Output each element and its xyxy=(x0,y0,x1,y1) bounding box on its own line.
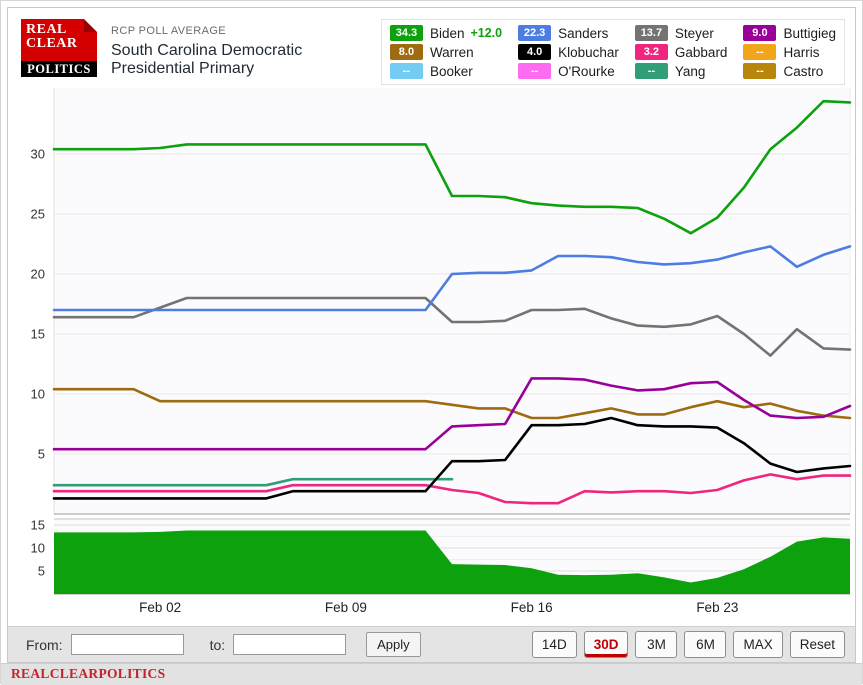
legend-chip-buttigieg: 9.0 xyxy=(743,25,777,41)
to-label: to: xyxy=(209,636,226,653)
logo-fold-corner-icon xyxy=(84,19,97,32)
legend-label-sanders: Sanders xyxy=(558,25,609,41)
logo-text-clear: CLEAR xyxy=(26,36,78,51)
range-buttons: 14D 30D 3M 6M MAX Reset xyxy=(531,631,845,658)
legend-label-castro: Castro xyxy=(783,63,824,79)
legend-item-warren[interactable]: 8.0 Warren xyxy=(389,44,502,60)
range-button-30d[interactable]: 30D xyxy=(583,631,629,658)
legend-chip-sanders: 22.3 xyxy=(518,25,552,41)
main-y-tick-label: 15 xyxy=(31,327,45,342)
spread-area-biden xyxy=(54,530,850,594)
legend-item-biden[interactable]: 34.3 Biden +12.0 xyxy=(389,25,503,41)
legend-item-booker[interactable]: -- Booker xyxy=(389,63,502,79)
x-tick-label: Feb 02 xyxy=(139,600,181,615)
legend-item-sanders[interactable]: 22.3 Sanders xyxy=(518,25,619,41)
legend-chip-castro: -- xyxy=(743,63,777,79)
legend-chip-klobuchar: 4.0 xyxy=(518,44,552,60)
legend-chip-steyer: 13.7 xyxy=(634,25,668,41)
page-title: South Carolina Democratic Presidential P… xyxy=(111,42,303,77)
x-tick-label: Feb 16 xyxy=(511,600,553,615)
header: REAL CLEAR POLITICS RCP POLL AVERAGE Sou… xyxy=(8,8,855,88)
legend-spread-value: +12.0 xyxy=(470,26,503,40)
legend-label-gabbard: Gabbard xyxy=(674,44,728,60)
legend-chip-harris: -- xyxy=(743,44,777,60)
series-line-warren xyxy=(52,387,852,420)
legend-chip-biden: 34.3 xyxy=(389,25,423,41)
series-line-biden xyxy=(52,99,852,235)
kicker: RCP POLL AVERAGE xyxy=(111,25,227,37)
main-y-tick-label: 25 xyxy=(31,207,45,222)
legend-label-steyer: Steyer xyxy=(674,25,714,41)
legend-label-klobuchar: Klobuchar xyxy=(558,44,619,60)
legend-label-orourke: O'Rourke xyxy=(558,63,615,79)
legend-item-orourke[interactable]: -- O'Rourke xyxy=(518,63,619,79)
series-line-steyer xyxy=(52,296,852,357)
legend-item-steyer[interactable]: 13.7 Steyer xyxy=(634,25,728,41)
footer-brand: REALCLEARPOLITICS xyxy=(1,663,862,685)
chart-canvas: 5 10 15 20 25 30 5 10 15 Feb 02 Feb 09 Feb 16 Feb 23 xyxy=(31,88,852,615)
legend-chip-yang: -- xyxy=(634,63,668,79)
legend-chip-booker: -- xyxy=(389,63,423,79)
series-line-sanders xyxy=(52,245,852,312)
spread-y-tick-label: 5 xyxy=(38,564,45,579)
spread-y-tick-label: 10 xyxy=(31,541,45,556)
from-label: From: xyxy=(26,636,63,653)
legend-chip-warren: 8.0 xyxy=(389,44,423,60)
legend-item-castro[interactable]: -- Castro xyxy=(743,63,836,79)
title-block: RCP POLL AVERAGE South Carolina Democrat… xyxy=(111,19,381,78)
rcp-logo: REAL CLEAR POLITICS xyxy=(21,19,97,77)
series-line-buttigieg xyxy=(52,377,852,451)
legend-item-harris[interactable]: -- Harris xyxy=(743,44,836,60)
legend: 34.3 Biden +12.0 22.3 Sanders 13.7 Steyer 9.0 Bu… xyxy=(380,19,845,85)
main-pane-bg xyxy=(54,88,850,514)
legend-chip-gabbard: 3.2 xyxy=(634,44,668,60)
range-button-14d[interactable]: 14D xyxy=(531,631,577,658)
main-y-tick-label: 30 xyxy=(31,147,45,162)
legend-chip-orourke: -- xyxy=(518,63,552,79)
legend-label-warren: Warren xyxy=(429,44,474,60)
poll-trend-chart[interactable]: 5 10 15 20 25 30 5 10 15 Feb 02 Feb 09 Feb 16 Feb 23 xyxy=(8,88,857,626)
logo-text-real: REAL xyxy=(26,22,67,37)
main-y-tick-label: 20 xyxy=(31,267,45,282)
from-date-input[interactable] xyxy=(70,634,184,655)
main-y-tick-label: 10 xyxy=(31,387,45,402)
range-button-max[interactable]: MAX xyxy=(733,631,783,658)
legend-item-buttigieg[interactable]: 9.0 Buttigieg xyxy=(743,25,836,41)
poll-card: REAL CLEAR POLITICS RCP POLL AVERAGE Sou… xyxy=(7,7,856,663)
legend-label-buttigieg: Buttigieg xyxy=(783,25,836,41)
legend-label-yang: Yang xyxy=(674,63,706,79)
range-button-3m[interactable]: 3M xyxy=(635,631,678,658)
range-button-6m[interactable]: 6M xyxy=(684,631,727,658)
main-y-tick-label: 5 xyxy=(38,447,45,462)
to-date-input[interactable] xyxy=(233,634,347,655)
logo-text-politics: POLITICS xyxy=(21,61,97,77)
x-tick-label: Feb 09 xyxy=(325,600,367,615)
legend-label-biden: Biden xyxy=(429,25,465,41)
apply-button[interactable]: Apply xyxy=(366,632,421,657)
series-line-gabbard xyxy=(52,473,852,505)
legend-item-klobuchar[interactable]: 4.0 Klobuchar xyxy=(518,44,619,60)
x-tick-label: Feb 23 xyxy=(696,600,738,615)
legend-item-yang[interactable]: -- Yang xyxy=(634,63,728,79)
series-line-klobuchar xyxy=(52,416,852,500)
series-line-yang xyxy=(52,477,454,487)
legend-label-harris: Harris xyxy=(783,44,820,60)
legend-label-booker: Booker xyxy=(429,63,473,79)
legend-item-gabbard[interactable]: 3.2 Gabbard xyxy=(634,44,728,60)
range-button-reset[interactable]: Reset xyxy=(789,631,845,658)
spread-y-tick-label: 15 xyxy=(31,518,45,533)
date-range-controls: From: to: Apply 14D 30D 3M 6M MAX Reset xyxy=(8,626,855,662)
